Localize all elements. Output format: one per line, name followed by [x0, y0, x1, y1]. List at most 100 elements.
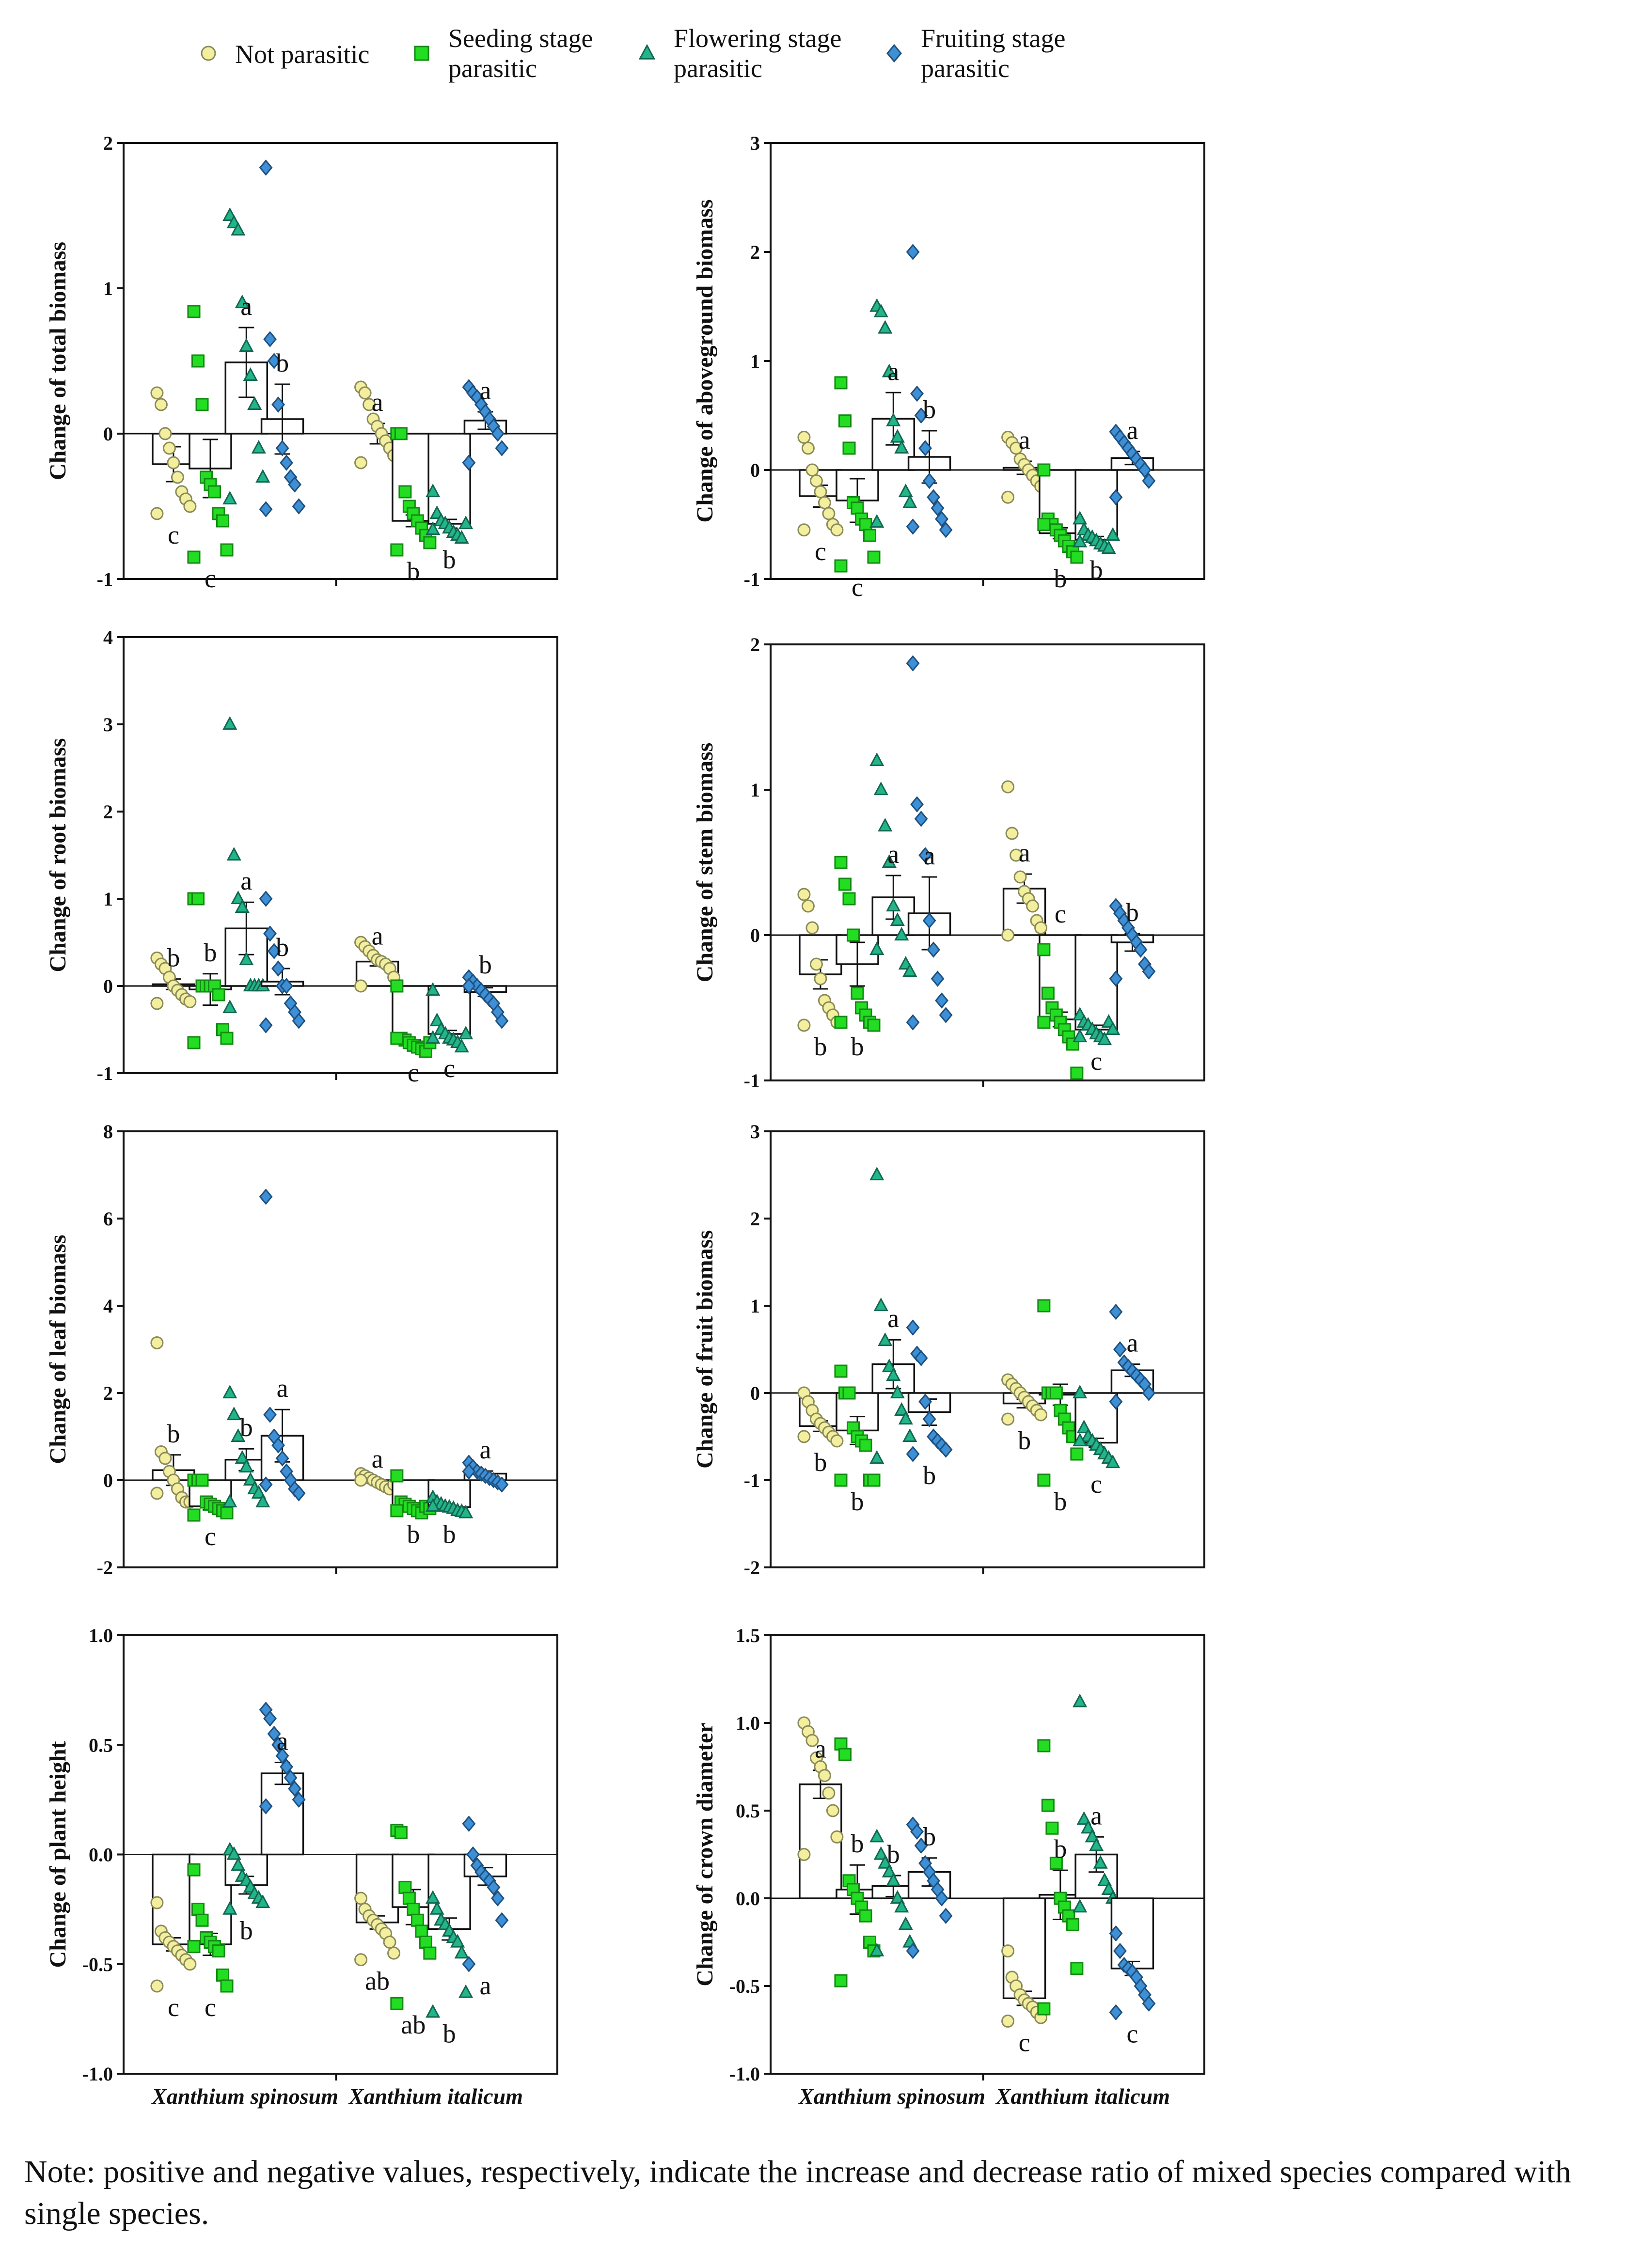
data-point: [363, 398, 376, 411]
data-point: [271, 1736, 285, 1753]
plot-frame: [770, 142, 1205, 580]
data-point: [280, 454, 294, 471]
y-tick-label: 1.0: [89, 1625, 113, 1646]
y-tick-label: 8: [103, 1121, 113, 1142]
data-point: [906, 1319, 920, 1336]
y-axis-title: Change of plant height: [45, 1741, 71, 1968]
figure-note: Note: positive and negative values, resp…: [24, 2154, 1571, 2231]
significance-letter: b: [407, 557, 420, 586]
data-point: [1037, 1016, 1051, 1029]
x-category-label: Xanthium spinosum: [151, 2084, 338, 2109]
plot-frame: [770, 643, 1205, 1081]
data-point: [809, 474, 823, 487]
data-point: [1076, 1811, 1091, 1825]
data-point: [826, 1804, 839, 1817]
data-point: [939, 522, 953, 538]
data-point: [878, 818, 893, 832]
data-point: [259, 1476, 273, 1493]
data-point: [183, 995, 197, 1008]
data-point: [1142, 1385, 1156, 1401]
significance-letter: b: [814, 1448, 827, 1477]
significance-letter: c: [1090, 1470, 1102, 1499]
data-point: [898, 484, 913, 498]
data-point: [1113, 1341, 1127, 1358]
data-point: [878, 320, 893, 334]
data-point: [894, 1402, 909, 1416]
circle-marker-icon: [201, 46, 216, 61]
plot-frame: [770, 1634, 1205, 2075]
legend-item: Not parasitic: [201, 40, 369, 69]
y-tick-label: -0.5: [729, 1975, 760, 1997]
data-point: [834, 1364, 848, 1378]
plot-frame: [123, 636, 558, 1074]
data-point: [830, 1434, 844, 1448]
data-point: [231, 1428, 246, 1442]
diamond-marker-icon: [886, 44, 902, 63]
data-point: [1034, 921, 1048, 935]
significance-letter: a: [240, 292, 252, 321]
data-point: [1034, 1408, 1048, 1422]
y-tick-label: 4: [103, 626, 113, 648]
y-tick-label: -1.0: [82, 2063, 113, 2085]
data-point: [910, 1823, 924, 1840]
data-point: [220, 1032, 234, 1045]
data-point: [886, 898, 901, 912]
data-point: [426, 1030, 441, 1044]
data-point: [212, 988, 225, 1001]
data-point: [1073, 1693, 1088, 1707]
significance-letter: a: [479, 376, 491, 405]
data-point: [288, 476, 302, 493]
data-point: [922, 912, 936, 929]
data-point: [462, 1956, 476, 1972]
data-point: [187, 1940, 201, 1954]
data-point: [398, 485, 412, 499]
y-tick-label: 1: [750, 779, 760, 801]
data-point: [1073, 533, 1088, 547]
data-point: [487, 1879, 501, 1896]
data-point: [259, 891, 273, 907]
y-tick-label: -1: [744, 1070, 760, 1092]
data-point: [882, 1359, 897, 1373]
legend-label-line: Flowering stage: [674, 24, 841, 53]
data-point: [890, 912, 905, 926]
y-tick-label: 0.0: [89, 1844, 113, 1866]
y-tick-label: 2: [750, 1208, 760, 1230]
data-point: [458, 516, 474, 530]
data-point: [267, 1725, 281, 1742]
data-point: [902, 1428, 917, 1442]
y-tick-label: -0.5: [82, 1954, 113, 1975]
data-point: [822, 1786, 836, 1800]
data-point: [851, 501, 864, 515]
legend-item: Fruiting stage parasitic: [886, 24, 1065, 83]
data-point: [235, 295, 250, 309]
data-point: [834, 856, 848, 869]
data-point: [235, 899, 250, 913]
data-point: [922, 1411, 936, 1427]
data-point: [873, 782, 888, 796]
data-point: [797, 1430, 811, 1443]
data-point: [805, 463, 819, 477]
data-point: [935, 992, 949, 1009]
data-point: [263, 1710, 277, 1727]
data-point: [462, 1463, 476, 1480]
data-point: [259, 1189, 273, 1205]
bar: [427, 1853, 471, 1930]
data-point: [462, 978, 476, 994]
data-point: [1142, 472, 1156, 489]
data-point: [267, 943, 281, 959]
data-point: [222, 716, 237, 730]
data-point: [838, 414, 852, 428]
significance-letter: c: [852, 573, 863, 602]
square-marker-icon: [414, 46, 429, 61]
data-point: [818, 1769, 831, 1783]
legend-label-line: Seeding stage: [448, 24, 593, 53]
significance-letter: b: [276, 348, 289, 377]
significance-letter: c: [168, 1993, 179, 2022]
data-point: [158, 427, 172, 440]
plot-frame: [123, 142, 558, 580]
data-point: [462, 454, 476, 471]
data-point: [882, 854, 897, 868]
data-point: [1037, 463, 1051, 477]
